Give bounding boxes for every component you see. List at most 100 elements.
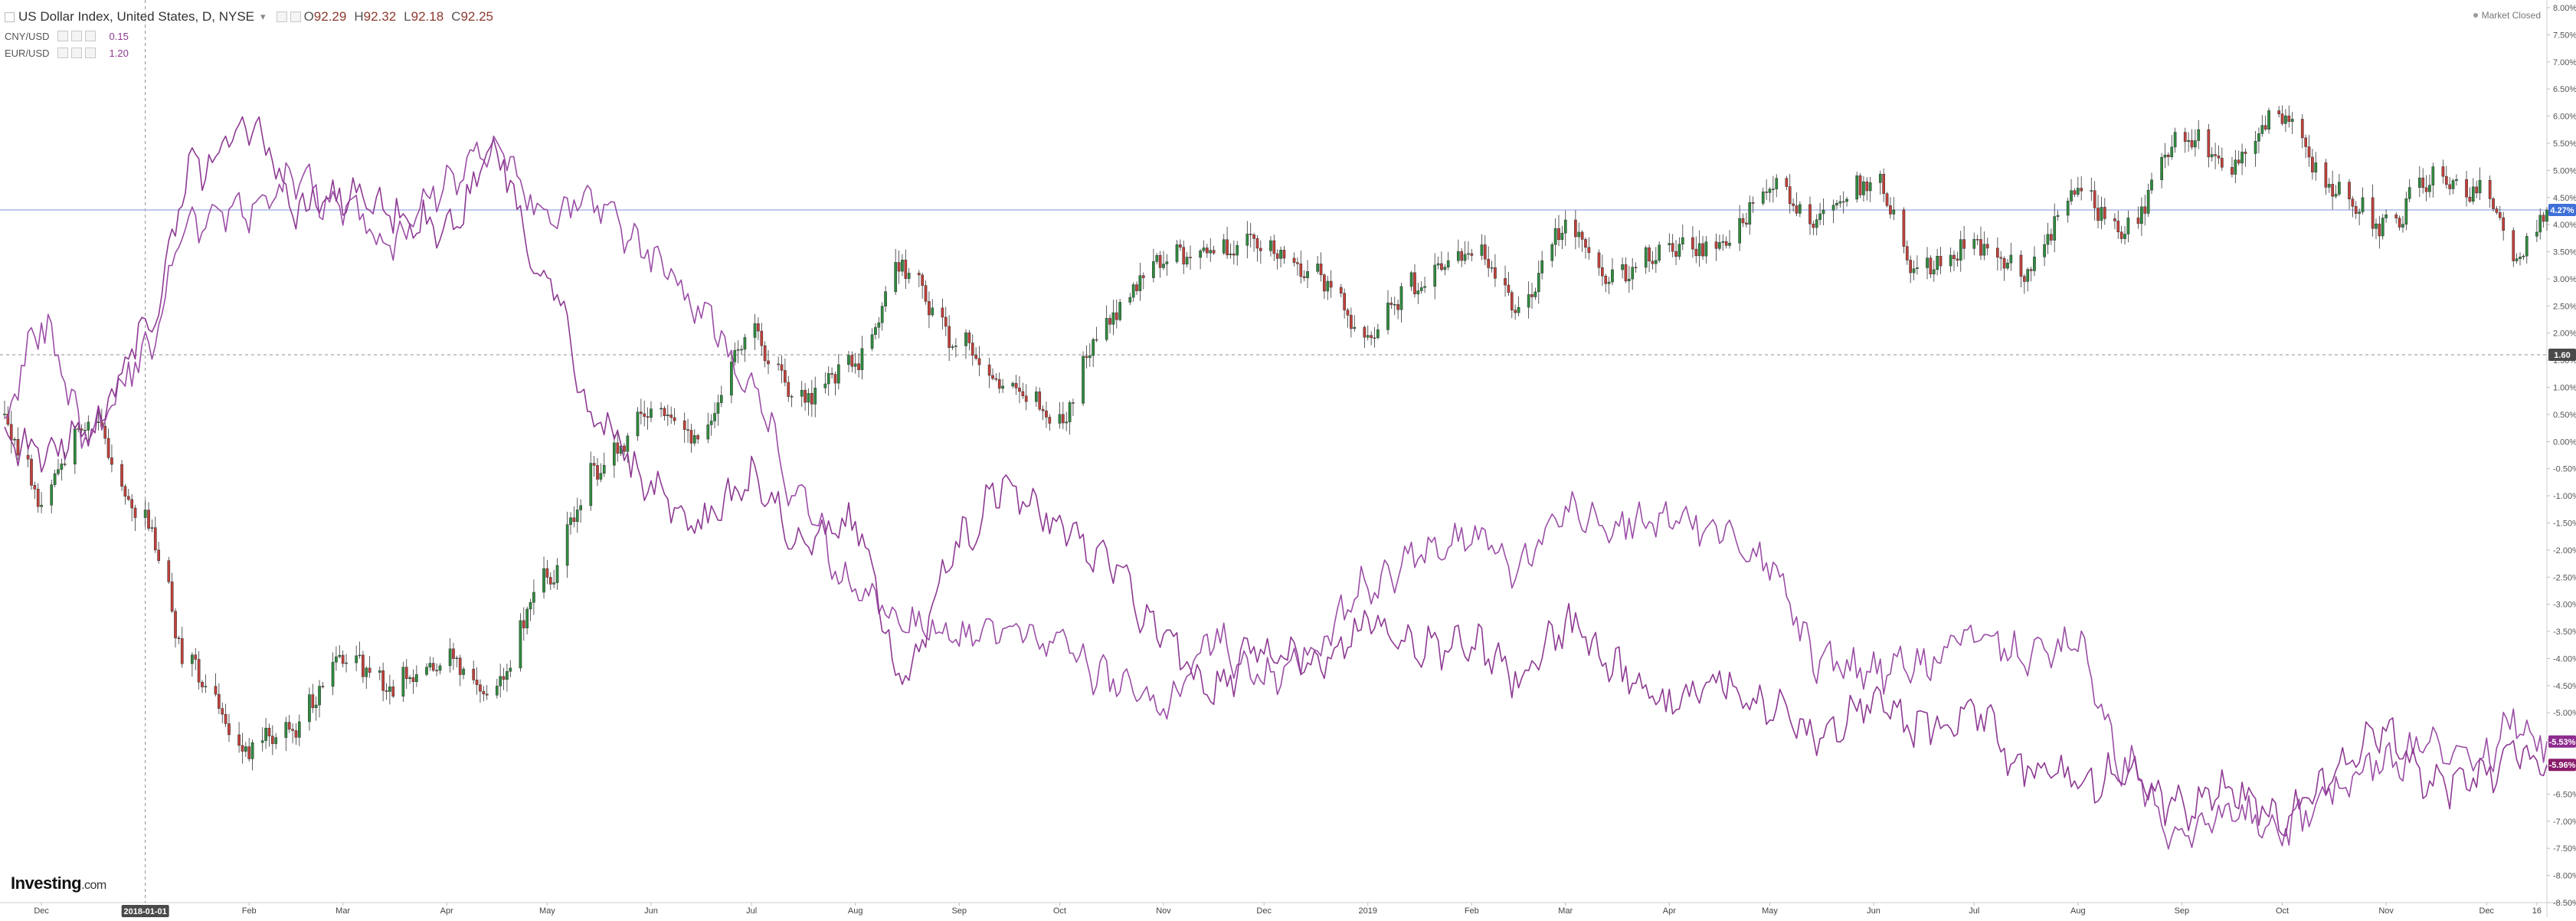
comparison-name[interactable]: CNY/USD: [5, 30, 50, 42]
symbol-title[interactable]: US Dollar Index, United States, D, NYSE: [18, 9, 255, 24]
candle: [1936, 248, 1939, 276]
candle: [994, 373, 998, 382]
y-tick-label: -3.00%: [2553, 601, 2576, 610]
candle: [1868, 176, 1872, 202]
chevron-down-icon[interactable]: ▾: [260, 11, 266, 22]
x-tick-label: 16: [2532, 906, 2542, 916]
candle-body: [201, 682, 204, 687]
candle-body: [1865, 181, 1869, 192]
settings-icon[interactable]: [70, 31, 82, 41]
candle-body: [901, 259, 904, 272]
candle-body: [1761, 192, 1765, 204]
candle: [1902, 207, 1906, 254]
candle-body: [153, 527, 157, 551]
y-tick-label: 6.50%: [2553, 85, 2576, 94]
candle-body: [1979, 239, 1982, 256]
y-tick-label: 4.50%: [2553, 194, 2576, 203]
candle-body: [1018, 388, 1021, 392]
candle: [120, 460, 123, 491]
candle: [1845, 196, 1848, 207]
candle: [1751, 196, 1755, 214]
candle-body: [1788, 186, 1792, 205]
high-label: H: [354, 9, 364, 24]
candle: [227, 713, 231, 742]
candle-body: [813, 388, 817, 405]
collapse-icon[interactable]: [5, 11, 15, 22]
candle-body: [2100, 207, 2103, 221]
candle: [860, 336, 864, 380]
candle-body: [532, 592, 535, 603]
comparison-name[interactable]: EUR/USD: [5, 47, 50, 59]
candle-body: [1540, 260, 1543, 274]
candle: [87, 415, 90, 441]
candle-body: [552, 582, 555, 585]
candle: [1909, 255, 1913, 284]
candle: [1611, 258, 1614, 286]
candle: [1792, 198, 1795, 212]
candle: [1001, 379, 1004, 393]
candle: [391, 680, 395, 698]
candle: [274, 733, 278, 749]
y-tick-label: 0.00%: [2553, 438, 2576, 447]
candle: [2488, 175, 2492, 208]
candle-body: [1607, 281, 1611, 284]
candle: [2311, 149, 2314, 180]
candle-body: [2119, 231, 2123, 239]
candle-body: [948, 326, 951, 348]
candle-body: [2361, 197, 2365, 212]
candle-body: [2244, 152, 2247, 154]
settings-icon[interactable]: [290, 11, 301, 22]
candle: [174, 608, 177, 647]
candle-body: [1396, 304, 1399, 310]
candle-body: [1058, 414, 1062, 424]
settings-icon[interactable]: [70, 48, 82, 58]
candle: [941, 298, 944, 330]
candle-body: [16, 439, 20, 456]
y-tick-label: -2.50%: [2553, 573, 2576, 582]
candle-body: [964, 332, 967, 346]
candle-body: [1701, 243, 1704, 257]
candle: [2240, 143, 2244, 175]
candle: [623, 443, 626, 456]
candle-body: [1092, 339, 1095, 356]
candle-body: [1909, 260, 1913, 274]
investing-logo: Investing.com: [11, 873, 106, 893]
candle-body: [1065, 421, 1069, 424]
y-tick-label: 2.50%: [2553, 302, 2576, 311]
close-icon[interactable]: [84, 31, 96, 41]
candle: [1916, 255, 1919, 275]
close-icon[interactable]: [84, 48, 96, 58]
candle: [362, 651, 365, 683]
candle: [1949, 247, 1952, 273]
candle: [522, 607, 525, 641]
candle: [2424, 175, 2428, 202]
candle-body: [1537, 273, 1540, 293]
last-price-badge-label: 4.27%: [2550, 206, 2574, 215]
candle: [438, 663, 442, 675]
candle-body: [1269, 240, 1272, 251]
candle: [1014, 375, 1018, 395]
axis-badges: 4.27% 1.60 -5.53% -5.96% 2018-01-01: [121, 204, 2576, 917]
candle-body: [1175, 244, 1179, 262]
eye-icon[interactable]: [276, 11, 287, 22]
candle-body: [479, 684, 482, 692]
candle: [2348, 179, 2351, 210]
candle-body: [569, 517, 572, 525]
candle: [1226, 226, 1229, 259]
candle-body: [709, 421, 713, 425]
candle-body: [1353, 326, 1357, 329]
candle-body: [1141, 275, 1145, 278]
candle: [197, 651, 201, 690]
candle: [713, 402, 716, 428]
candle: [1658, 241, 1661, 264]
candle: [1155, 253, 1159, 265]
candle-body: [1155, 254, 1159, 262]
eye-icon[interactable]: [57, 48, 68, 58]
candle: [1088, 343, 1092, 367]
candle: [2404, 192, 2408, 231]
candle-body: [987, 364, 991, 376]
eye-icon[interactable]: [57, 31, 68, 41]
candle: [1319, 252, 1323, 282]
